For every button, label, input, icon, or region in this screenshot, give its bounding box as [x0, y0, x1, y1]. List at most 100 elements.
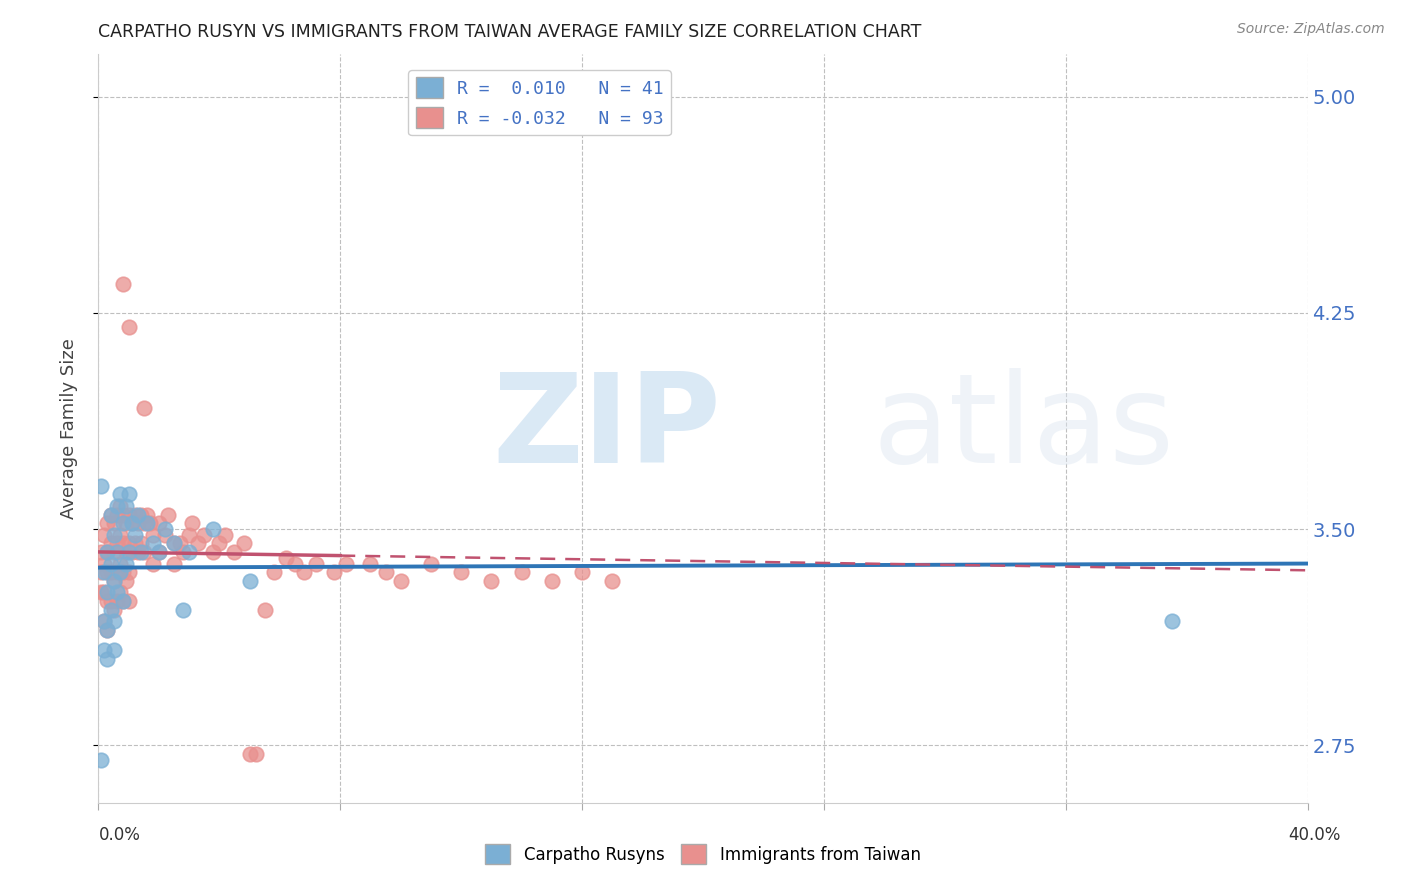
Point	[148, 516, 170, 531]
Point	[111, 594, 134, 608]
Point	[239, 574, 262, 588]
Point	[108, 566, 131, 580]
Point	[121, 545, 143, 559]
Point	[111, 594, 134, 608]
Point	[163, 557, 186, 571]
Point	[96, 585, 118, 599]
Point	[96, 516, 118, 531]
Point	[114, 516, 136, 531]
Point	[105, 566, 128, 580]
Point	[93, 643, 115, 657]
Point	[124, 528, 146, 542]
Point	[129, 508, 152, 522]
Point	[132, 545, 155, 559]
Point	[118, 320, 141, 334]
Point	[111, 516, 134, 531]
Point	[96, 651, 118, 665]
Point	[193, 528, 215, 542]
Point	[179, 528, 201, 542]
Point	[93, 557, 115, 571]
Point	[253, 603, 276, 617]
Point	[153, 522, 176, 536]
Point	[602, 574, 624, 588]
Point	[129, 536, 152, 550]
Point	[103, 614, 125, 628]
Text: atlas: atlas	[872, 368, 1174, 489]
Point	[118, 508, 141, 522]
Point	[96, 545, 118, 559]
Point	[100, 508, 122, 522]
Point	[100, 508, 122, 522]
Point	[103, 574, 125, 588]
Point	[108, 487, 131, 501]
Point	[129, 545, 152, 559]
Legend: Carpatho Rusyns, Immigrants from Taiwan: Carpatho Rusyns, Immigrants from Taiwan	[479, 838, 927, 871]
Point	[118, 566, 141, 580]
Point	[284, 557, 307, 571]
Point	[90, 545, 112, 559]
Point	[103, 516, 125, 531]
Point	[100, 536, 122, 550]
Text: 0.0%: 0.0%	[98, 826, 141, 844]
Point	[208, 536, 231, 550]
Point	[118, 545, 141, 559]
Point	[481, 574, 503, 588]
Point	[103, 603, 125, 617]
Point	[90, 585, 112, 599]
Point	[121, 516, 143, 531]
Text: 40.0%: 40.0%	[1288, 826, 1341, 844]
Point	[105, 499, 128, 513]
Point	[163, 536, 186, 550]
Point	[292, 566, 315, 580]
Point	[169, 536, 191, 550]
Point	[127, 508, 149, 522]
Point	[540, 574, 562, 588]
Point	[108, 557, 131, 571]
Point	[118, 487, 141, 501]
Point	[202, 545, 225, 559]
Point	[245, 747, 267, 761]
Point	[111, 277, 134, 291]
Point	[187, 536, 209, 550]
Point	[142, 528, 165, 542]
Point	[118, 536, 141, 550]
Point	[103, 643, 125, 657]
Point	[96, 566, 118, 580]
Point	[450, 566, 472, 580]
Point	[108, 499, 131, 513]
Point	[118, 594, 141, 608]
Point	[224, 545, 246, 559]
Point	[105, 594, 128, 608]
Point	[111, 566, 134, 580]
Point	[114, 545, 136, 559]
Point	[1160, 614, 1182, 628]
Point	[127, 516, 149, 531]
Point	[100, 557, 122, 571]
Legend: R =  0.010   N = 41, R = -0.032   N = 93: R = 0.010 N = 41, R = -0.032 N = 93	[409, 70, 671, 136]
Point	[96, 545, 118, 559]
Point	[105, 536, 128, 550]
Point	[105, 508, 128, 522]
Point	[100, 603, 122, 617]
Point	[510, 566, 533, 580]
Point	[239, 747, 262, 761]
Point	[274, 550, 297, 565]
Point	[105, 545, 128, 559]
Point	[93, 528, 115, 542]
Point	[103, 528, 125, 542]
Point	[232, 536, 254, 550]
Point	[360, 557, 382, 571]
Text: ZIP: ZIP	[492, 368, 721, 489]
Point	[305, 557, 328, 571]
Point	[335, 557, 357, 571]
Point	[132, 401, 155, 415]
Point	[163, 536, 186, 550]
Point	[96, 594, 118, 608]
Point	[90, 479, 112, 493]
Point	[124, 508, 146, 522]
Point	[139, 516, 162, 531]
Point	[124, 536, 146, 550]
Point	[135, 508, 157, 522]
Point	[179, 545, 201, 559]
Point	[114, 574, 136, 588]
